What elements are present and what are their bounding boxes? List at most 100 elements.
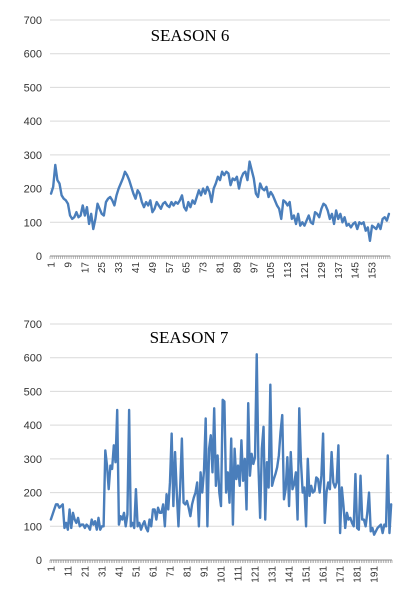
data-point xyxy=(293,214,295,217)
data-point xyxy=(185,209,187,212)
data-point xyxy=(341,486,343,489)
data-point xyxy=(373,534,375,536)
data-point xyxy=(171,432,173,435)
data-point xyxy=(115,194,118,196)
data-point xyxy=(384,216,386,218)
series-line xyxy=(49,353,393,536)
data-point xyxy=(133,527,135,529)
data-point xyxy=(96,529,98,531)
data-point xyxy=(363,518,365,521)
data-point xyxy=(92,228,94,230)
data-point xyxy=(206,186,208,188)
data-point xyxy=(244,171,246,173)
data-point xyxy=(75,211,77,213)
season-7-chart: 0 100 200 300 400 500 600 700 1 11 21 31 41 51 61 71 81 9… xyxy=(0,310,416,614)
data-point xyxy=(213,187,215,190)
data-point xyxy=(286,456,288,458)
data-point xyxy=(101,213,103,215)
data-point xyxy=(380,524,382,526)
season-6-chart: 0 100 200 300 400 500 600 700 1 9 17 25 33 41 49 57 65 73… xyxy=(0,0,416,300)
x-tick-label: 1 xyxy=(47,262,58,268)
data-point xyxy=(273,478,275,480)
data-point xyxy=(69,214,71,217)
data-point xyxy=(120,515,122,517)
data-point xyxy=(386,220,388,222)
data-point xyxy=(60,505,62,507)
data-point xyxy=(72,512,74,514)
data-point xyxy=(65,199,67,201)
data-point xyxy=(315,476,317,478)
data-point xyxy=(122,177,124,180)
data-point xyxy=(378,525,380,527)
x-tick-label: 131 xyxy=(268,566,279,583)
data-point xyxy=(80,214,82,217)
data-point xyxy=(244,458,246,460)
data-point xyxy=(108,488,110,490)
data-point xyxy=(351,522,353,524)
chart-title: SEASON 6 xyxy=(151,26,230,45)
data-point xyxy=(204,193,206,195)
y-tick-label: 0 xyxy=(36,251,42,263)
data-point xyxy=(290,451,292,453)
data-point xyxy=(104,449,106,452)
data-point xyxy=(366,512,368,514)
x-tick-label: 161 xyxy=(319,566,330,583)
data-point xyxy=(354,221,356,223)
data-point xyxy=(176,491,178,494)
data-point xyxy=(159,512,161,514)
data-point xyxy=(63,198,65,200)
data-point xyxy=(99,208,101,210)
data-point xyxy=(82,204,84,207)
data-point xyxy=(99,529,101,531)
data-point xyxy=(238,187,240,190)
data-point xyxy=(82,524,84,526)
x-tick-label: 105 xyxy=(266,262,277,279)
data-point xyxy=(336,481,338,484)
data-point xyxy=(96,203,99,205)
data-point xyxy=(314,211,316,213)
data-point xyxy=(89,529,91,531)
x-tick-label: 151 xyxy=(302,566,313,583)
y-tick-label: 200 xyxy=(24,488,42,500)
data-point xyxy=(308,214,310,217)
data-point xyxy=(107,198,109,200)
data-point xyxy=(318,216,320,218)
data-point xyxy=(225,171,227,173)
data-point xyxy=(240,439,243,441)
data-point xyxy=(247,402,249,404)
y-tick-label: 500 xyxy=(24,386,42,398)
data-point xyxy=(118,187,120,190)
data-point xyxy=(271,485,273,487)
data-point xyxy=(280,218,282,220)
data-point xyxy=(167,508,169,511)
data-point xyxy=(189,515,191,517)
data-point xyxy=(310,485,312,487)
x-tick-label: 41 xyxy=(114,566,125,578)
x-tick-label: 145 xyxy=(351,262,362,279)
data-point xyxy=(300,461,302,463)
data-point xyxy=(249,475,251,477)
data-point xyxy=(284,201,287,203)
data-point xyxy=(227,172,230,174)
data-point xyxy=(263,189,265,191)
data-point xyxy=(160,208,162,210)
data-point xyxy=(51,513,54,516)
data-point xyxy=(196,196,198,198)
data-point xyxy=(91,518,93,521)
data-point xyxy=(278,454,280,457)
data-point xyxy=(375,530,377,532)
data-point xyxy=(276,466,278,468)
y-tick-label: 600 xyxy=(24,353,42,365)
data-point xyxy=(143,206,145,208)
data-point xyxy=(291,488,294,490)
x-tick-label: 111 xyxy=(234,566,245,582)
data-point xyxy=(139,193,141,195)
data-point xyxy=(200,194,202,196)
chart-svg: 0 100 200 300 400 500 600 700 1 9 17 25 33 41 49 57 65 73… xyxy=(24,15,391,279)
x-tick-label: 57 xyxy=(165,262,176,274)
data-point xyxy=(255,193,257,195)
data-point xyxy=(223,400,225,403)
data-point xyxy=(169,481,171,484)
data-point xyxy=(295,471,297,473)
data-point xyxy=(90,213,92,215)
